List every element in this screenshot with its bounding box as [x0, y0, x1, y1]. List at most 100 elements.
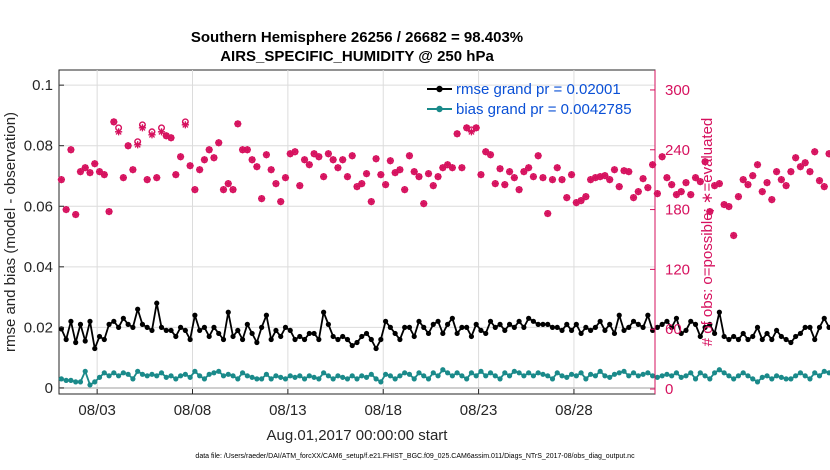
obs-evaluated-marker	[567, 171, 576, 179]
rmse-point	[349, 342, 355, 349]
y-axis-ticks: 0 0.02 0.04 0.06 0.08 0.1	[24, 77, 64, 397]
obs-evaluated-marker	[420, 199, 428, 208]
rmse-point	[511, 324, 517, 330]
obs-evaluated-marker	[396, 166, 404, 174]
bias-point	[173, 376, 179, 382]
obs-evaluated-marker	[453, 130, 461, 138]
rmse-point	[683, 327, 689, 334]
bias-point	[68, 377, 74, 383]
bias-point	[344, 376, 351, 382]
obs-evaluated-marker	[238, 146, 247, 154]
bias-point	[125, 371, 131, 377]
obs-evaluated-marker	[272, 180, 280, 188]
rmse-point	[611, 330, 618, 337]
rmse-point	[249, 330, 255, 337]
obs-evaluated-marker	[525, 164, 533, 172]
rmse-point	[68, 318, 74, 324]
y-axis-label: rmse and bias (model - observation)	[2, 112, 19, 352]
bias-point	[411, 376, 417, 382]
obs-evaluated-marker	[620, 167, 628, 175]
rmse-point	[373, 345, 379, 352]
rmse-point	[530, 318, 537, 324]
obs-evaluated-marker	[486, 151, 495, 159]
rmse-point	[659, 321, 665, 327]
obs-evaluated-marker	[200, 156, 209, 164]
bias-point	[754, 379, 761, 385]
obs-evaluated-marker	[262, 151, 271, 159]
obs-evaluated-marker	[801, 159, 809, 167]
obs-evaluated-marker	[577, 196, 585, 205]
bias-point	[516, 370, 522, 376]
bias-point	[425, 376, 432, 382]
obs-evaluated-marker	[281, 174, 290, 182]
rmse-point	[344, 336, 351, 343]
bias-point	[383, 371, 389, 377]
rmse-point	[101, 336, 107, 343]
rmse-point	[645, 312, 651, 318]
obs-evaluated-marker	[424, 170, 433, 178]
rmse-point	[378, 336, 384, 343]
x-axis-ticks: 08/03 08/08 08/13 08/18 08/23 08/28	[78, 389, 593, 419]
bias-point	[521, 373, 527, 379]
obs-evaluated-marker	[115, 128, 123, 136]
obs-evaluated-marker	[305, 161, 313, 169]
rmse-point	[664, 318, 670, 324]
bias-point	[654, 374, 660, 380]
bias-point	[259, 376, 265, 382]
rmse-point	[87, 318, 93, 324]
rmse-point	[287, 327, 293, 334]
obs-evaluated-marker	[606, 176, 614, 184]
bias-point	[616, 370, 622, 376]
obs-evaluated-marker	[62, 205, 70, 214]
bias-point	[235, 376, 241, 382]
obs-evaluated-marker	[300, 156, 309, 164]
legend: rmse grand pr = 0.02001 bias grand pr = …	[427, 81, 632, 118]
bias-point	[716, 367, 722, 373]
obs-evaluated-marker	[310, 150, 318, 158]
obs-evaluated-marker	[639, 175, 647, 183]
bias-point	[502, 370, 508, 376]
obs-evaluated-marker	[634, 188, 642, 196]
obs-evaluated-marker	[205, 146, 213, 154]
rmse-point	[483, 330, 489, 337]
rmse-point	[316, 336, 322, 343]
bias-point	[454, 370, 460, 376]
obs-evaluated-marker	[558, 176, 566, 184]
obs-evaluated-marker	[95, 168, 104, 176]
rmse-point	[177, 324, 184, 330]
bias-point	[793, 373, 799, 379]
obs-evaluated-marker	[515, 186, 523, 194]
rmse-point	[173, 333, 179, 340]
rmse-point	[335, 336, 341, 343]
bias-point	[359, 373, 365, 379]
x-tick-label: 08/28	[555, 402, 593, 419]
rmse-point	[392, 330, 398, 337]
bias-point	[745, 373, 751, 379]
bias-point	[263, 371, 270, 377]
rmse-point	[96, 333, 103, 340]
rmse-point	[340, 333, 346, 340]
obs-evaluated-marker	[124, 142, 132, 150]
rmse-point	[158, 324, 165, 330]
obs-evaluated-marker	[415, 173, 423, 181]
rmse-point	[721, 333, 727, 340]
bias-point	[311, 374, 317, 380]
obs-evaluated-marker	[234, 120, 242, 128]
rmse-point	[168, 327, 174, 334]
bias-point	[421, 373, 427, 379]
rmse-point	[235, 327, 241, 334]
bias-point	[201, 376, 208, 382]
rmse-point	[697, 333, 703, 340]
rmse-point	[63, 336, 69, 343]
obs-evaluated-marker	[210, 154, 218, 162]
obs-evaluated-marker	[343, 173, 352, 181]
rmse-point	[425, 330, 432, 337]
obs-evaluated-marker	[181, 121, 189, 129]
bias-point	[139, 371, 146, 377]
rmse-point	[578, 330, 584, 337]
obs-evaluated-marker	[176, 153, 185, 161]
bias-point	[468, 370, 475, 376]
obs-evaluated-marker	[67, 146, 75, 154]
bias-point	[268, 376, 274, 382]
